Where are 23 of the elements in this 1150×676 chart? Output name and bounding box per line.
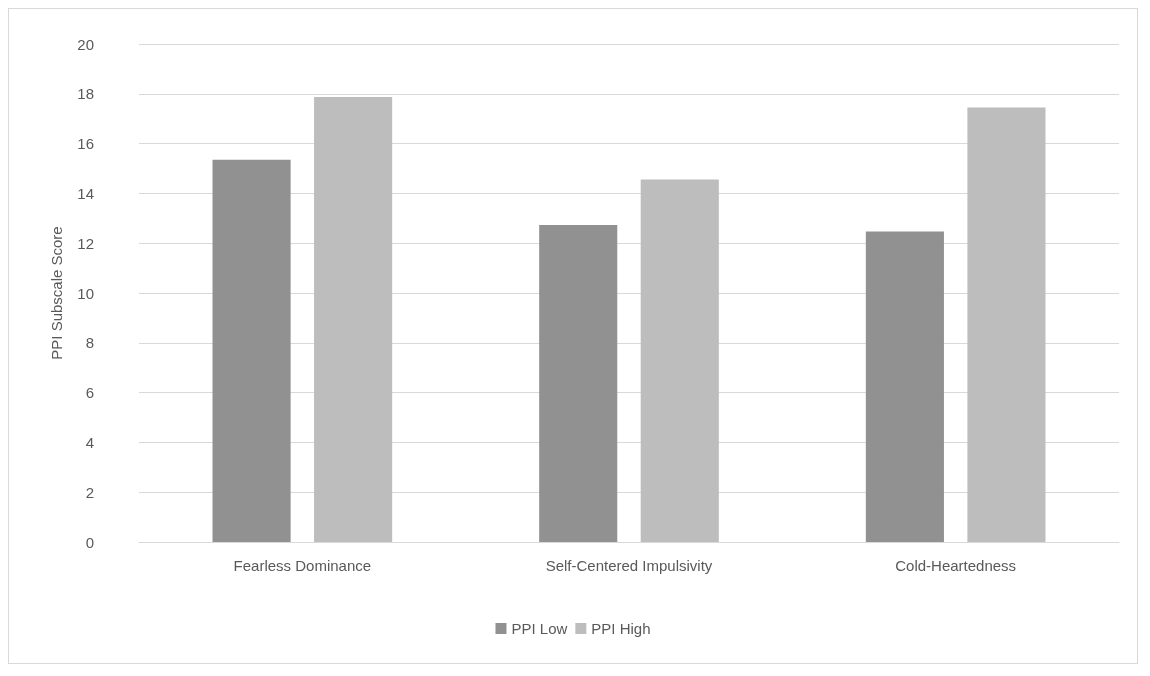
y-tick-label: 0: [85, 533, 94, 551]
y-tick-label: 20: [77, 35, 94, 53]
y-tick-label: 12: [77, 234, 94, 252]
bar: [865, 231, 944, 542]
y-tick-label: 2: [85, 483, 94, 501]
y-tick-label: 6: [85, 384, 94, 402]
bar: [640, 179, 719, 542]
y-tick-label: 18: [77, 85, 94, 103]
legend-label: PPI High: [591, 620, 651, 637]
x-tick-label: Cold-Heartedness: [895, 557, 1017, 574]
y-axis-title: PPI Subscale Score: [48, 226, 65, 360]
y-tick-label: 4: [85, 433, 94, 451]
y-tick-label: 16: [77, 135, 94, 153]
y-tick-label: 14: [77, 184, 94, 202]
x-tick-label: Self-Centered Impulsivity: [545, 557, 713, 574]
bar: [314, 97, 393, 542]
x-tick-label: Fearless Dominance: [233, 557, 372, 574]
bar: [539, 225, 618, 542]
bar: [212, 159, 291, 542]
y-tick-label: 10: [77, 284, 94, 302]
bar: [967, 107, 1046, 542]
y-tick-label: 8: [85, 334, 94, 352]
legend-label: PPI Low: [511, 620, 568, 637]
